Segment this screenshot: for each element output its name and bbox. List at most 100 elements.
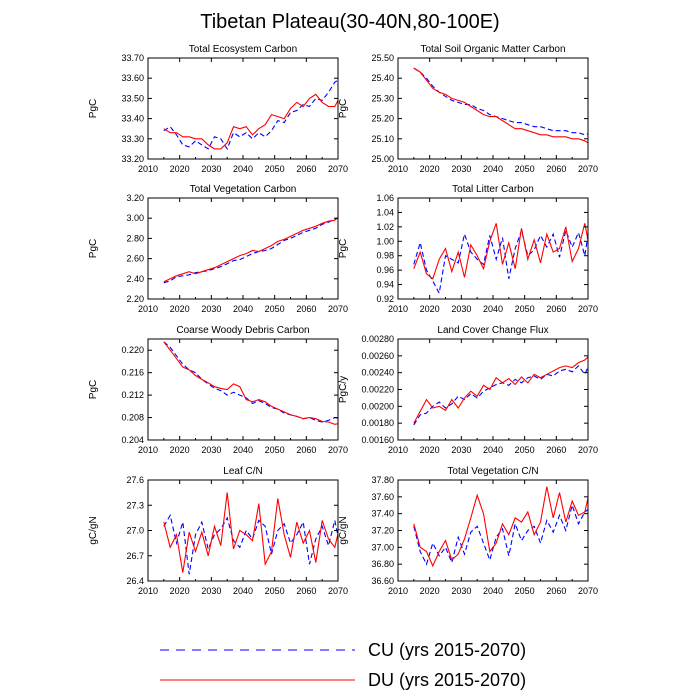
x-tick-label: 2020 xyxy=(170,304,190,314)
y-tick-label: 2.80 xyxy=(126,233,144,243)
chart-panel: Total Litter Carbon PgC 2010 2020 2030 2040 20… xyxy=(338,184,598,314)
y-tick-label: 0.00260 xyxy=(361,351,394,361)
x-tick-label: 2030 xyxy=(451,586,471,596)
x-tick-label: 2040 xyxy=(483,164,503,174)
series-line-du xyxy=(163,341,338,425)
x-tick-label: 2070 xyxy=(328,445,348,455)
figure-title: Tibetan Plateau(30-40N,80-100E) xyxy=(200,11,499,33)
series-line-du xyxy=(413,486,588,568)
x-tick-label: 2040 xyxy=(233,586,253,596)
y-tick-label: 37.60 xyxy=(371,492,394,502)
x-tick-label: 2030 xyxy=(451,304,471,314)
y-tick-label: 33.60 xyxy=(121,73,144,83)
y-tick-label: 0.00180 xyxy=(361,418,394,428)
y-tick-label: 0.00220 xyxy=(361,385,394,395)
x-tick-label: 2030 xyxy=(201,304,221,314)
y-tick-label: 0.216 xyxy=(121,368,144,378)
x-tick-label: 2060 xyxy=(546,586,566,596)
x-tick-label: 2050 xyxy=(515,445,535,455)
y-tick-label: 27.6 xyxy=(126,475,144,485)
plot-frame xyxy=(397,57,589,160)
x-tick-label: 2040 xyxy=(483,304,503,314)
x-tick-label: 2060 xyxy=(296,445,316,455)
y-tick-label: 26.4 xyxy=(126,576,144,586)
chart-panel: Total Vegetation Carbon PgC 2010 2020 2030 20… xyxy=(88,184,348,314)
chart-panel: Leaf C/N gC/gN 2010 2020 2030 2040 2050 2060 207… xyxy=(88,466,348,596)
series-line-cu xyxy=(163,341,338,423)
panel-title: Land Cover Change Flux xyxy=(437,325,548,336)
y-tick-label: 0.92 xyxy=(376,294,394,304)
y-tick-label: 37.00 xyxy=(371,542,394,552)
y-tick-label: 3.00 xyxy=(126,213,144,223)
y-tick-label: 0.00240 xyxy=(361,368,394,378)
y-tick-label: 36.80 xyxy=(371,559,394,569)
x-tick-label: 2040 xyxy=(233,164,253,174)
y-tick-label: 0.00200 xyxy=(361,401,394,411)
panel-title: Total Vegetation Carbon xyxy=(190,184,297,195)
y-tick-label: 33.30 xyxy=(121,134,144,144)
y-tick-label: 25.20 xyxy=(371,114,394,124)
x-tick-label: 2070 xyxy=(578,304,598,314)
x-tick-label: 2010 xyxy=(138,304,158,314)
series-line-cu xyxy=(413,503,588,566)
series-line-cu xyxy=(163,513,338,575)
x-tick-label: 2070 xyxy=(328,304,348,314)
panel-title: Total Vegetation C/N xyxy=(447,466,538,477)
y-tick-label: 37.80 xyxy=(371,475,394,485)
x-tick-label: 2020 xyxy=(170,164,190,174)
x-tick-label: 2050 xyxy=(515,586,535,596)
x-tick-label: 2010 xyxy=(138,586,158,596)
series-line-cu xyxy=(413,67,588,136)
x-tick-label: 2050 xyxy=(515,164,535,174)
x-tick-label: 2040 xyxy=(233,304,253,314)
y-axis-label: PgC xyxy=(338,239,349,258)
panel-title: Total Litter Carbon xyxy=(452,184,534,195)
y-axis-label: PgC xyxy=(338,99,349,118)
plot-frame xyxy=(147,338,339,441)
y-tick-label: 33.50 xyxy=(121,93,144,103)
x-tick-label: 2030 xyxy=(451,445,471,455)
series-line-du xyxy=(413,67,588,144)
x-tick-label: 2050 xyxy=(265,586,285,596)
x-tick-label: 2070 xyxy=(578,586,598,596)
series-line-du xyxy=(163,93,338,150)
y-tick-label: 37.40 xyxy=(371,509,394,519)
x-tick-label: 2020 xyxy=(420,445,440,455)
x-tick-label: 2050 xyxy=(265,304,285,314)
x-tick-label: 2010 xyxy=(388,586,408,596)
x-tick-label: 2030 xyxy=(201,586,221,596)
x-tick-label: 2060 xyxy=(296,586,316,596)
x-tick-label: 2030 xyxy=(201,164,221,174)
y-axis-label: PgC xyxy=(88,99,99,118)
x-tick-label: 2070 xyxy=(328,586,348,596)
y-tick-label: 0.00280 xyxy=(361,334,394,344)
y-tick-label: 1.06 xyxy=(376,193,394,203)
y-tick-label: 27.3 xyxy=(126,500,144,510)
y-tick-label: 0.212 xyxy=(121,390,144,400)
series-line-du xyxy=(413,223,588,280)
series-line-du xyxy=(163,217,338,283)
x-tick-label: 2010 xyxy=(388,445,408,455)
y-tick-label: 1.02 xyxy=(376,222,394,232)
x-tick-label: 2060 xyxy=(546,445,566,455)
x-tick-label: 2060 xyxy=(296,164,316,174)
panel-title: Total Soil Organic Matter Carbon xyxy=(420,44,565,55)
y-tick-label: 0.220 xyxy=(121,345,144,355)
y-tick-label: 1.00 xyxy=(376,236,394,246)
x-tick-label: 2040 xyxy=(483,586,503,596)
chart-panel: Total Vegetation C/N gC/gN 2010 2020 2030 204… xyxy=(338,466,598,596)
x-tick-label: 2060 xyxy=(546,164,566,174)
y-tick-label: 0.98 xyxy=(376,251,394,261)
chart-panel: Total Ecosystem Carbon PgC 2010 2020 2030 204… xyxy=(88,44,348,174)
legend-label-cu: CU (yrs 2015-2070) xyxy=(368,640,526,660)
x-tick-label: 2020 xyxy=(170,445,190,455)
x-tick-label: 2020 xyxy=(170,586,190,596)
y-tick-label: 36.60 xyxy=(371,576,394,586)
x-tick-label: 2060 xyxy=(296,304,316,314)
plot-frame xyxy=(147,197,339,300)
y-tick-label: 3.20 xyxy=(126,193,144,203)
panels: Total Ecosystem Carbon PgC 2010 2020 2030 204… xyxy=(88,44,598,596)
series-line-du xyxy=(163,492,338,573)
